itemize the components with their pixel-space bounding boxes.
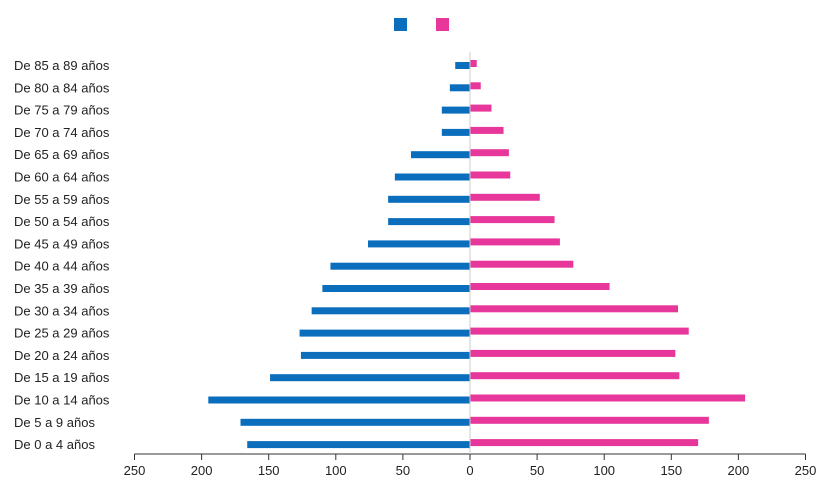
- x-tick-label: 0: [466, 463, 473, 478]
- bar-left: [270, 374, 470, 382]
- legend-swatch-left: [394, 18, 407, 31]
- bar-right: [470, 283, 610, 290]
- bar-right: [470, 216, 555, 224]
- bar-left: [208, 396, 470, 404]
- x-tick-label: 250: [124, 463, 146, 478]
- bar-right: [470, 238, 560, 246]
- bar-right: [470, 416, 709, 424]
- bar-right: [470, 394, 746, 402]
- bar-left: [410, 151, 470, 159]
- category-label: De 15 a 19 años: [14, 370, 110, 385]
- bar-right: [470, 327, 689, 335]
- bar-right: [470, 149, 509, 157]
- bar-right: [470, 305, 679, 313]
- category-label: De 5 a 9 años: [14, 415, 95, 430]
- bar-right: [470, 439, 699, 447]
- category-label: De 10 a 14 años: [14, 393, 110, 408]
- x-tick-label: 150: [660, 463, 682, 478]
- x-tick-label: 50: [396, 463, 410, 478]
- bar-right: [470, 171, 511, 179]
- x-tick-label: 100: [593, 463, 615, 478]
- x-tick-label: 250: [795, 463, 817, 478]
- category-label: De 75 a 79 años: [14, 103, 110, 118]
- category-label: De 65 a 69 años: [14, 147, 110, 162]
- bar-left: [330, 262, 470, 270]
- bar-left: [388, 195, 470, 203]
- bar-left: [388, 218, 470, 226]
- legend: [394, 18, 449, 31]
- bar-right: [470, 126, 504, 134]
- bar-left: [300, 351, 470, 359]
- bar-right: [470, 349, 676, 357]
- x-tick-label: 150: [258, 463, 280, 478]
- category-label: De 20 a 24 años: [14, 348, 110, 363]
- category-label: De 0 a 4 años: [14, 437, 95, 452]
- x-axis: 250 200 150 100 50 0 50 100 150 200 250: [124, 52, 817, 478]
- bar-right: [470, 260, 574, 268]
- category-label: De 80 a 84 años: [14, 80, 110, 95]
- bars: [208, 60, 746, 449]
- bar-left: [368, 240, 470, 248]
- x-tick-label: 100: [325, 463, 347, 478]
- bar-left: [394, 173, 470, 181]
- category-label: De 55 a 59 años: [14, 192, 110, 207]
- category-label: De 70 a 74 años: [14, 125, 110, 140]
- x-tick-label: 200: [728, 463, 750, 478]
- bar-left: [441, 128, 470, 136]
- category-labels: De 85 a 89 años De 80 a 84 años De 75 a 79…: [14, 58, 110, 452]
- category-label: De 45 a 49 años: [14, 236, 110, 251]
- category-label: De 40 a 44 años: [14, 259, 110, 274]
- bar-right: [470, 104, 492, 112]
- category-label: De 35 a 39 años: [14, 281, 110, 296]
- category-label: De 25 a 29 años: [14, 326, 110, 341]
- bar-left: [240, 418, 470, 426]
- bar-left: [299, 329, 470, 337]
- bar-right: [470, 372, 680, 380]
- bar-right: [470, 193, 540, 201]
- category-label: De 50 a 54 años: [14, 214, 110, 229]
- bar-left: [449, 84, 470, 92]
- bar-right: [470, 60, 477, 67]
- category-label: De 30 a 34 años: [14, 303, 110, 318]
- category-label: De 60 a 64 años: [14, 170, 110, 185]
- bar-right: [470, 82, 481, 90]
- bar-left: [247, 441, 470, 449]
- bar-left: [311, 307, 470, 315]
- legend-swatch-right: [436, 18, 449, 31]
- bar-left: [322, 285, 470, 292]
- bar-left: [455, 62, 470, 69]
- bar-left: [441, 106, 470, 114]
- x-tick-label: 50: [530, 463, 544, 478]
- x-tick-label: 200: [191, 463, 213, 478]
- category-label: De 85 a 89 años: [14, 58, 110, 73]
